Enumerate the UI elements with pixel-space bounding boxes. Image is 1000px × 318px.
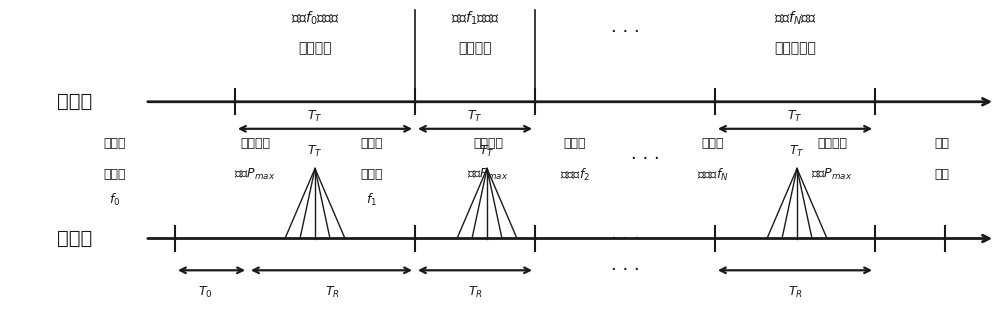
Text: $T_T$: $T_T$ bbox=[789, 144, 805, 159]
Text: 相关计算: 相关计算 bbox=[473, 137, 503, 149]
Text: 接收设: 接收设 bbox=[361, 137, 383, 149]
Text: 接收设: 接收设 bbox=[564, 137, 586, 149]
Text: 找到$P_{max}$: 找到$P_{max}$ bbox=[467, 167, 509, 183]
Text: $T_T$: $T_T$ bbox=[307, 144, 323, 159]
Text: 置频点$f_N$: 置频点$f_N$ bbox=[697, 167, 729, 183]
Text: · · ·: · · · bbox=[611, 230, 639, 247]
Text: 相关计算: 相关计算 bbox=[817, 137, 847, 149]
Text: 发送$f_N$的扩: 发送$f_N$的扩 bbox=[774, 10, 816, 27]
Text: 测试: 测试 bbox=[934, 137, 950, 149]
Text: 完成: 完成 bbox=[934, 169, 950, 181]
Text: 找到$P_{max}$: 找到$P_{max}$ bbox=[234, 167, 276, 183]
Text: $T_T$: $T_T$ bbox=[467, 108, 483, 124]
Text: · · ·: · · · bbox=[611, 261, 639, 279]
Text: $T_R$: $T_R$ bbox=[468, 285, 482, 300]
Text: 发送$f_1$的扩频: 发送$f_1$的扩频 bbox=[451, 10, 499, 27]
Text: · · ·: · · · bbox=[611, 23, 639, 41]
Text: 调制信号: 调制信号 bbox=[458, 41, 492, 55]
Text: $T_0$: $T_0$ bbox=[198, 285, 212, 300]
Text: $T_T$: $T_T$ bbox=[479, 144, 495, 159]
Text: $T_T$: $T_T$ bbox=[307, 108, 323, 124]
Text: 找到$P_{max}$: 找到$P_{max}$ bbox=[811, 167, 853, 183]
Text: · · ·: · · · bbox=[631, 150, 659, 168]
Text: 调制信号: 调制信号 bbox=[298, 41, 332, 55]
Text: 置频点: 置频点 bbox=[104, 169, 126, 181]
Text: 相关计算: 相关计算 bbox=[240, 137, 270, 149]
Text: 接收设: 接收设 bbox=[104, 137, 126, 149]
Text: $f_0$: $f_0$ bbox=[109, 192, 121, 208]
Text: $T_T$: $T_T$ bbox=[787, 108, 803, 124]
Text: $T_R$: $T_R$ bbox=[325, 285, 339, 300]
Text: 发送端: 发送端 bbox=[57, 92, 93, 111]
Text: 频调制信号: 频调制信号 bbox=[774, 41, 816, 55]
Text: $f_1$: $f_1$ bbox=[366, 192, 378, 208]
Text: 发送$f_0$的扩频: 发送$f_0$的扩频 bbox=[291, 10, 339, 27]
Text: 置频点$f_2$: 置频点$f_2$ bbox=[560, 167, 590, 183]
Text: 置频点: 置频点 bbox=[361, 169, 383, 181]
Text: 接收设: 接收设 bbox=[702, 137, 724, 149]
Text: 接收端: 接收端 bbox=[57, 229, 93, 248]
Text: $T_R$: $T_R$ bbox=[788, 285, 802, 300]
